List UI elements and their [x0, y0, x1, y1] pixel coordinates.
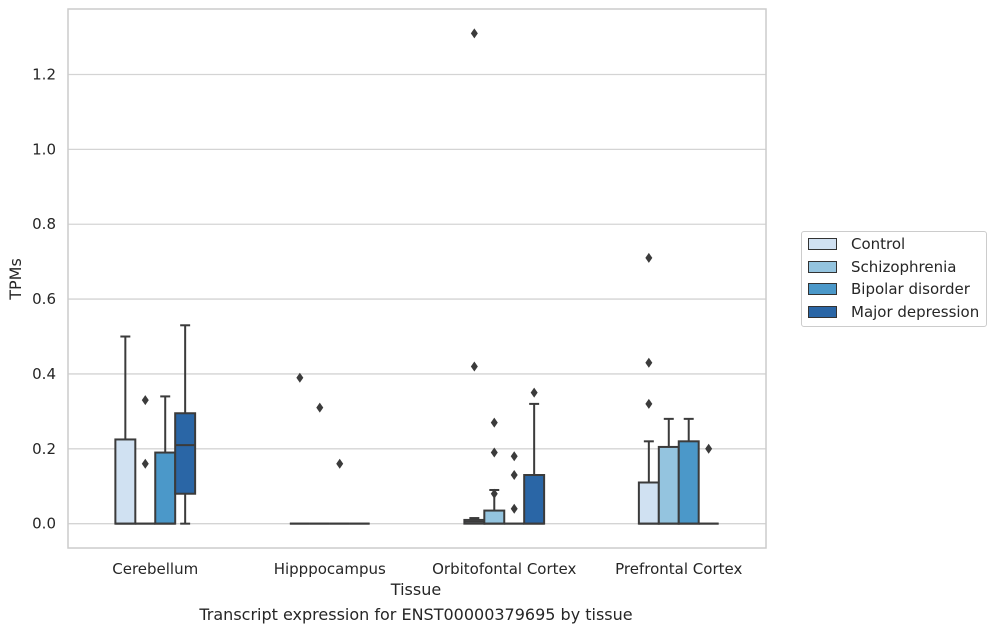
box-3-0 — [637, 252, 660, 525]
outlier-point — [705, 443, 713, 454]
box-2-2 — [504, 451, 525, 525]
y-tick-label: 1.2 — [32, 66, 56, 84]
box-iqr — [114, 438, 137, 525]
outlier-point — [645, 357, 653, 368]
legend-item-major-depression: Major depression — [808, 302, 979, 322]
box-iqr — [637, 481, 660, 525]
legend-label-major-depression: Major depression — [851, 303, 980, 321]
legend-swatch-bipolar-disorder — [808, 283, 837, 295]
legend-swatch-control — [808, 238, 837, 250]
box-iqr — [657, 445, 680, 525]
box-iqr — [174, 412, 197, 495]
x-tick-labels: Cerebellum Hipppocampus Orbitofontal Corte… — [112, 560, 742, 578]
plot-area-frame — [67, 8, 767, 549]
legend-swatch-schizophrenia — [808, 261, 837, 273]
box-0-3 — [174, 324, 197, 525]
box-2-3 — [523, 387, 546, 525]
legend-item-bipolar-disorder: Bipolar disorder — [808, 279, 970, 299]
box-3-1 — [657, 417, 680, 525]
outlier-point — [510, 451, 518, 462]
box-2-0 — [463, 28, 486, 525]
y-tick-label: 1.0 — [32, 140, 56, 158]
outlier-point — [490, 417, 498, 428]
x-tick-label: Prefrontal Cortex — [615, 560, 742, 578]
outlier-point — [296, 372, 304, 383]
legend: Control Schizophrenia Bipolar disorder M… — [801, 231, 987, 327]
outlier-point — [530, 387, 538, 398]
y-tick-labels: 0.0 0.2 0.4 0.6 0.8 1.0 1.2 — [32, 66, 56, 533]
box-3-3 — [698, 443, 719, 525]
outlier-point — [510, 503, 518, 514]
box-iqr — [523, 474, 546, 525]
legend-item-control: Control — [808, 234, 905, 254]
outlier-point — [470, 361, 478, 372]
box-3-2 — [677, 417, 700, 525]
box-1-0 — [289, 372, 310, 525]
y-tick-label: 0.0 — [32, 515, 56, 533]
box-0-2 — [154, 395, 177, 525]
outlier-point — [490, 488, 498, 499]
box-0-1 — [135, 395, 156, 525]
legend-label-control: Control — [851, 235, 906, 253]
outlier-point — [470, 28, 478, 39]
y-tick-label: 0.4 — [32, 365, 56, 383]
outlier-point — [141, 458, 149, 469]
outlier-point — [510, 470, 518, 481]
legend-label-bipolar-disorder: Bipolar disorder — [851, 280, 970, 298]
box-iqr — [483, 509, 506, 525]
y-tick-label: 0.6 — [32, 290, 56, 308]
box-plot-boxes — [114, 28, 719, 525]
outlier-point — [316, 402, 324, 413]
outlier-point — [490, 447, 498, 458]
outlier-point — [336, 458, 344, 469]
y-tick-label: 0.2 — [32, 440, 56, 458]
legend-swatch-major-depression — [808, 306, 837, 318]
outlier-point — [645, 252, 653, 263]
box-iqr — [154, 451, 177, 525]
x-tick-label: Hipppocampus — [274, 560, 386, 578]
x-tick-label: Orbitofontal Cortex — [432, 560, 576, 578]
outlier-point — [141, 395, 149, 406]
box-1-2 — [329, 458, 350, 525]
legend-item-schizophrenia: Schizophrenia — [808, 257, 956, 277]
box-1-1 — [309, 402, 330, 525]
outlier-point — [645, 398, 653, 409]
chart-caption: Transcript expression for ENST0000037969… — [199, 605, 633, 624]
x-axis-label: Tissue — [390, 580, 441, 599]
box-iqr — [677, 440, 700, 525]
x-tick-label: Cerebellum — [112, 560, 198, 578]
box-0-0 — [114, 335, 137, 525]
box-2-1 — [483, 417, 506, 525]
y-tick-label: 0.8 — [32, 215, 56, 233]
legend-label-schizophrenia: Schizophrenia — [851, 258, 957, 276]
y-axis-label: TPMs — [6, 258, 25, 301]
